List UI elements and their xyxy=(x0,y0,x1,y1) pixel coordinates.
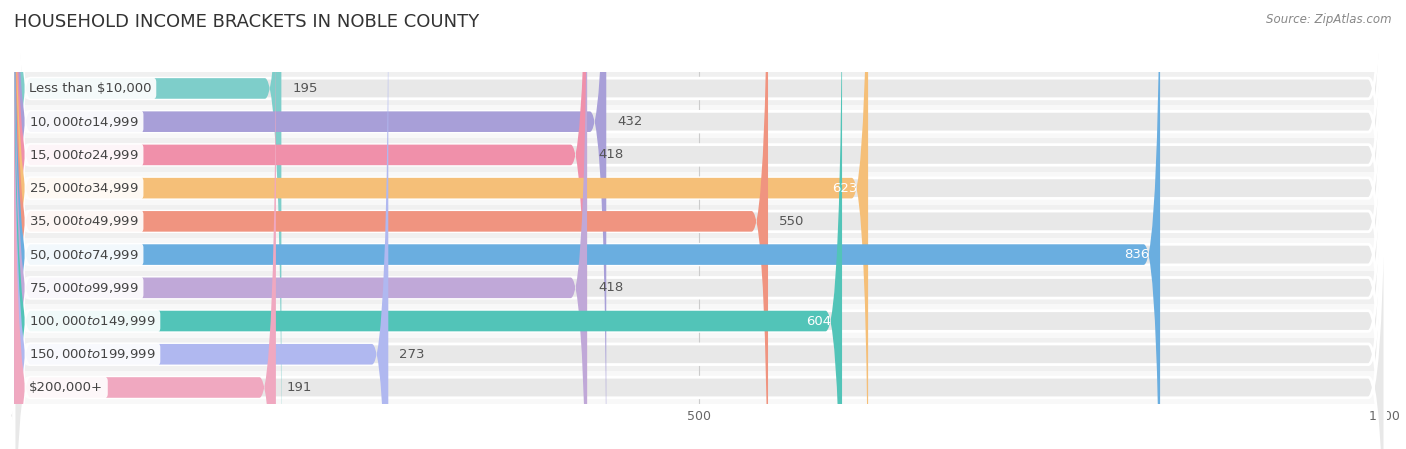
Text: 550: 550 xyxy=(779,215,804,228)
FancyBboxPatch shape xyxy=(14,0,1385,449)
Text: $35,000 to $49,999: $35,000 to $49,999 xyxy=(30,214,139,229)
FancyBboxPatch shape xyxy=(14,0,1160,449)
Bar xyxy=(14,371,1385,404)
Bar xyxy=(14,271,1385,304)
Text: $10,000 to $14,999: $10,000 to $14,999 xyxy=(30,114,139,129)
FancyBboxPatch shape xyxy=(14,0,1385,449)
Text: 191: 191 xyxy=(287,381,312,394)
FancyBboxPatch shape xyxy=(14,0,1385,449)
FancyBboxPatch shape xyxy=(14,0,1385,449)
Text: Less than $10,000: Less than $10,000 xyxy=(30,82,152,95)
FancyBboxPatch shape xyxy=(14,0,1385,449)
Text: 432: 432 xyxy=(617,115,643,128)
Text: $200,000+: $200,000+ xyxy=(30,381,103,394)
Text: HOUSEHOLD INCOME BRACKETS IN NOBLE COUNTY: HOUSEHOLD INCOME BRACKETS IN NOBLE COUNT… xyxy=(14,13,479,31)
FancyBboxPatch shape xyxy=(14,0,868,449)
Text: $50,000 to $74,999: $50,000 to $74,999 xyxy=(30,247,139,262)
Bar xyxy=(14,238,1385,271)
Bar xyxy=(14,72,1385,105)
FancyBboxPatch shape xyxy=(14,0,768,449)
Text: 195: 195 xyxy=(292,82,318,95)
Text: Source: ZipAtlas.com: Source: ZipAtlas.com xyxy=(1267,13,1392,26)
FancyBboxPatch shape xyxy=(14,0,588,449)
Text: 604: 604 xyxy=(806,315,831,327)
Text: 273: 273 xyxy=(399,348,425,361)
FancyBboxPatch shape xyxy=(14,0,1385,449)
FancyBboxPatch shape xyxy=(14,0,1385,449)
Text: $100,000 to $149,999: $100,000 to $149,999 xyxy=(30,314,156,328)
FancyBboxPatch shape xyxy=(14,0,1385,449)
Bar xyxy=(14,338,1385,371)
FancyBboxPatch shape xyxy=(14,0,1385,449)
FancyBboxPatch shape xyxy=(14,0,588,449)
Bar xyxy=(14,172,1385,205)
Text: 836: 836 xyxy=(1123,248,1149,261)
FancyBboxPatch shape xyxy=(14,0,388,449)
Text: $150,000 to $199,999: $150,000 to $199,999 xyxy=(30,347,156,361)
FancyBboxPatch shape xyxy=(14,0,842,449)
Text: $15,000 to $24,999: $15,000 to $24,999 xyxy=(30,148,139,162)
Text: $75,000 to $99,999: $75,000 to $99,999 xyxy=(30,281,139,295)
Text: 418: 418 xyxy=(598,282,623,294)
Bar xyxy=(14,205,1385,238)
FancyBboxPatch shape xyxy=(14,0,1385,449)
Text: 623: 623 xyxy=(832,182,858,194)
FancyBboxPatch shape xyxy=(14,0,281,449)
FancyBboxPatch shape xyxy=(14,0,606,449)
Text: 418: 418 xyxy=(598,149,623,161)
Bar xyxy=(14,138,1385,172)
Text: $25,000 to $34,999: $25,000 to $34,999 xyxy=(30,181,139,195)
FancyBboxPatch shape xyxy=(14,0,276,449)
Bar xyxy=(14,105,1385,138)
Bar xyxy=(14,304,1385,338)
